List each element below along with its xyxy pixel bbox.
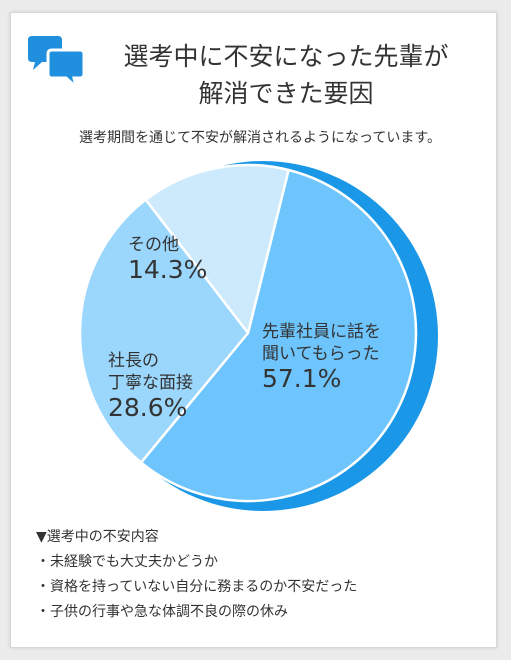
page-title: 選考中に不安になった先輩が 解消できた要因 [96,38,476,112]
slice-2-value-label: 28.6% [108,393,187,422]
notes-item-3: 子供の行事や急な体調不良の際の休み [36,600,496,625]
page-subtitle: 選考期間を通じて不安が解消されるようになっています。 [79,130,441,146]
slice-2-label-line-2: 丁寧な面接 [108,373,193,393]
notes-heading: ▼選考中の不安内容 [36,529,159,545]
slice-3-value-label: 14.3% [128,255,207,284]
pie-slice-1 [139,168,418,503]
slice-1-value-label: 57.1% [262,364,341,393]
pie-slice-3 [144,163,290,335]
notes-item-1: 未経験でも大丈夫かどうか [36,550,496,575]
anxiety-notes: ▼選考中の不安内容 未経験でも大丈夫かどうか 資格を持っていない自分に務まるのか… [36,525,496,625]
title-line-2: 解消できた要因 [198,79,374,108]
slice-1-label-line-2: 聞いてもらった [262,344,380,364]
pie-slice-2 [78,198,250,464]
notes-item-2: 資格を持っていない自分に務まるのか不安だった [36,575,496,600]
notes-list: 未経験でも大丈夫かどうか 資格を持っていない自分に務まるのか不安だった 子供の行… [36,550,496,625]
slice-1-label-line-1: 先輩社員に話を [262,322,381,342]
slice-2-label-line-1: 社長の [108,351,159,371]
slice-3-label-line-1: その他 [128,235,179,255]
title-line-1: 選考中に不安になった先輩が [123,42,449,71]
speech-bubbles-icon [28,36,86,92]
